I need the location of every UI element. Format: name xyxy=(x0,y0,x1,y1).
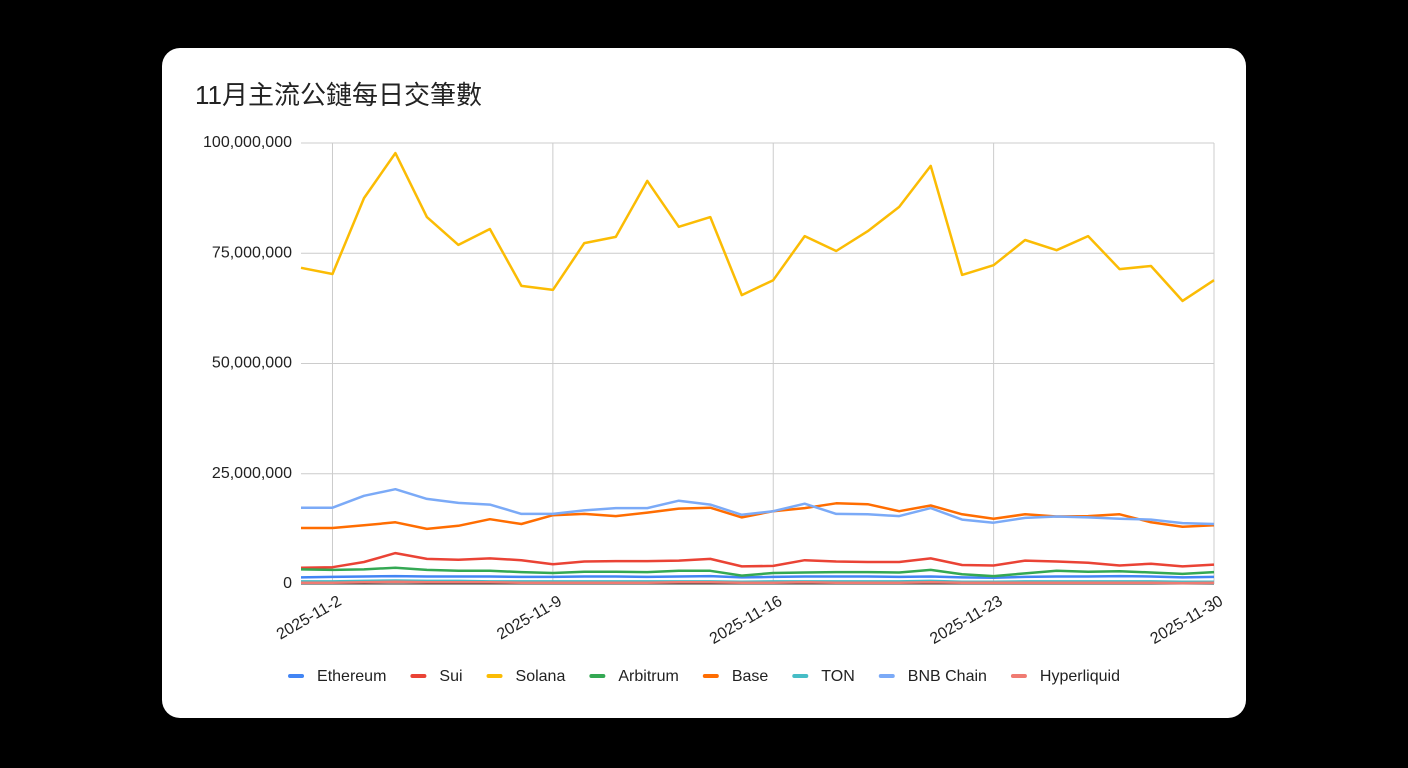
series-line xyxy=(300,566,1215,578)
legend-label: Sui xyxy=(439,668,462,685)
series-line xyxy=(301,487,1215,526)
legend-item: BNB Chain xyxy=(878,668,987,685)
chart-card xyxy=(162,48,1246,718)
legend-item: TON xyxy=(792,668,855,685)
legend-swatch xyxy=(702,674,719,678)
x-tick-label: 2025-11-23 xyxy=(927,593,1005,648)
legend-swatch xyxy=(792,674,809,678)
legend-item: Hyperliquid xyxy=(1010,668,1120,685)
legend-swatch xyxy=(1010,674,1027,678)
chart-title: 11月主流公鏈每日交筆數 xyxy=(195,80,482,110)
x-tick-label: 2025-11-30 xyxy=(1148,593,1226,648)
legend-item: Sui xyxy=(410,668,463,685)
legend-item: Ethereum xyxy=(288,668,386,685)
x-tick-label: 2025-11-9 xyxy=(494,593,565,644)
legend-swatch xyxy=(410,674,427,678)
x-tick-label: 2025-11-2 xyxy=(274,593,345,644)
x-tick-label: 2025-11-16 xyxy=(707,593,785,648)
legend-label: Arbitrum xyxy=(618,668,678,685)
legend-label: Solana xyxy=(516,668,566,685)
legend-swatch xyxy=(288,674,305,678)
legend-label: Hyperliquid xyxy=(1040,668,1120,685)
y-tick-label: 50,000,000 xyxy=(212,355,292,372)
legend-swatch xyxy=(589,674,606,678)
legend-item: Solana xyxy=(486,668,566,685)
series-line xyxy=(300,551,1215,569)
y-tick-label: 75,000,000 xyxy=(212,244,292,261)
legend-item: Base xyxy=(702,668,769,685)
series-line xyxy=(301,580,1215,585)
legend-swatch xyxy=(878,674,895,678)
series-line xyxy=(300,151,1215,303)
legend-label: BNB Chain xyxy=(908,668,987,685)
legend-item: Arbitrum xyxy=(589,668,679,685)
y-tick-label: 25,000,000 xyxy=(212,465,292,482)
legend-label: Base xyxy=(732,668,769,685)
legend-label: TON xyxy=(821,668,854,685)
series-line xyxy=(300,574,1215,580)
legend-label: Ethereum xyxy=(317,668,386,685)
y-tick-label: 100,000,000 xyxy=(203,134,292,151)
legend-swatch xyxy=(486,674,503,678)
legend: Ethereum Sui Solana Arbitrum Base TON BNB Chai… xyxy=(288,668,1120,685)
y-tick-label: 0 xyxy=(283,575,292,592)
